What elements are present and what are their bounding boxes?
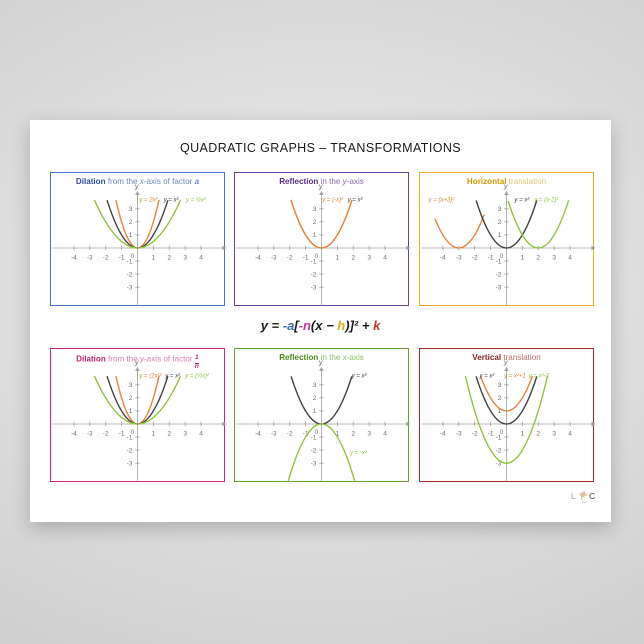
svg-text:1: 1 (313, 408, 317, 415)
svg-text:-3: -3 (456, 254, 462, 261)
svg-text:4: 4 (568, 254, 572, 261)
svg-text:y = x²-3: y = x²-3 (528, 374, 550, 380)
svg-text:2: 2 (129, 395, 133, 402)
svg-text:1: 1 (152, 254, 156, 261)
svg-text:-3: -3 (87, 430, 93, 437)
svg-text:3: 3 (367, 430, 371, 437)
svg-text:y = x²+1: y = x²+1 (503, 374, 526, 380)
svg-text:2: 2 (167, 254, 171, 261)
svg-text:3: 3 (552, 254, 556, 261)
svg-text:3: 3 (367, 254, 371, 261)
svg-text:y = 2x²: y = 2x² (138, 198, 158, 204)
svg-text:3: 3 (129, 382, 133, 389)
svg-text:0: 0 (500, 253, 504, 260)
svg-text:-2: -2 (496, 447, 502, 454)
svg-text:-1: -1 (119, 254, 125, 261)
svg-text:1: 1 (521, 430, 525, 437)
svg-text:3: 3 (313, 382, 317, 389)
svg-text:2: 2 (498, 395, 502, 402)
svg-text:1: 1 (152, 430, 156, 437)
svg-text:-3: -3 (127, 284, 133, 291)
svg-text:y = (x+3)²: y = (x+3)² (428, 198, 456, 204)
svg-text:-4: -4 (255, 254, 261, 261)
svg-text:y = x²: y = x² (163, 198, 180, 204)
svg-text:3: 3 (313, 206, 317, 213)
svg-text:y = x²: y = x² (478, 374, 495, 380)
svg-text:1: 1 (498, 232, 502, 239)
svg-text:-2: -2 (127, 447, 133, 454)
svg-text:y = x²: y = x² (164, 374, 181, 380)
svg-text:-2: -2 (311, 447, 317, 454)
svg-text:4: 4 (383, 430, 387, 437)
svg-text:y = (-x)²: y = (-x)² (321, 198, 344, 204)
svg-text:3: 3 (183, 254, 187, 261)
svg-text:2: 2 (129, 219, 133, 226)
svg-text:y = (x-2)²: y = (x-2)² (533, 198, 559, 204)
svg-text:2: 2 (313, 219, 317, 226)
svg-text:-3: -3 (311, 284, 317, 291)
svg-text:-1: -1 (488, 254, 494, 261)
svg-text:3: 3 (183, 430, 187, 437)
svg-text:-2: -2 (103, 430, 109, 437)
svg-text:0: 0 (131, 253, 135, 260)
svg-text:-2: -2 (127, 271, 133, 278)
svg-text:-3: -3 (127, 460, 133, 467)
svg-text:-2: -2 (287, 430, 293, 437)
svg-text:-3: -3 (496, 284, 502, 291)
svg-text:0: 0 (315, 253, 319, 260)
svg-text:2: 2 (167, 430, 171, 437)
svg-text:2: 2 (498, 219, 502, 226)
svg-text:1: 1 (336, 254, 340, 261)
svg-text:-3: -3 (271, 254, 277, 261)
svg-text:-4: -4 (440, 254, 446, 261)
svg-text:y = x²: y = x² (347, 198, 364, 204)
svg-text:C: C (589, 491, 595, 501)
svg-text:-4: -4 (71, 430, 77, 437)
svg-text:0: 0 (315, 429, 319, 436)
svg-text:y = (2x)²: y = (2x)² (138, 374, 162, 380)
svg-text:y = x²: y = x² (351, 374, 368, 380)
svg-text:3: 3 (552, 430, 556, 437)
svg-text:-1: -1 (119, 430, 125, 437)
svg-text:-2: -2 (472, 254, 478, 261)
svg-text:4: 4 (568, 430, 572, 437)
svg-text:4: 4 (199, 254, 203, 261)
svg-text:2: 2 (536, 254, 540, 261)
svg-text:-2: -2 (103, 254, 109, 261)
svg-text:2: 2 (351, 430, 355, 437)
svg-text:-2: -2 (311, 271, 317, 278)
svg-text:y = -x²: y = -x² (349, 451, 368, 457)
svg-text:-2: -2 (472, 430, 478, 437)
svg-text:2: 2 (313, 395, 317, 402)
svg-text:-2: -2 (496, 271, 502, 278)
svg-text:-3: -3 (87, 254, 93, 261)
svg-text:-3: -3 (271, 430, 277, 437)
svg-text:-4: -4 (255, 430, 261, 437)
svg-text:-1: -1 (303, 254, 309, 261)
svg-text:-3: -3 (311, 460, 317, 467)
svg-text:2: 2 (351, 254, 355, 261)
svg-text:y = ½x²: y = ½x² (185, 197, 207, 204)
svg-text:3: 3 (498, 382, 502, 389)
svg-text:L: L (571, 491, 576, 501)
svg-text:1: 1 (521, 254, 525, 261)
svg-text:4: 4 (199, 430, 203, 437)
svg-text:-4: -4 (440, 430, 446, 437)
svg-text:y = x²: y = x² (513, 198, 530, 204)
svg-text:-4: -4 (71, 254, 77, 261)
svg-text:0: 0 (131, 429, 135, 436)
svg-text:2: 2 (536, 430, 540, 437)
svg-text:-3: -3 (456, 430, 462, 437)
svg-text:-1: -1 (488, 430, 494, 437)
svg-text:1: 1 (129, 232, 133, 239)
svg-text:1: 1 (129, 408, 133, 415)
svg-text:3: 3 (498, 206, 502, 213)
svg-text:1: 1 (313, 232, 317, 239)
svg-text:4: 4 (383, 254, 387, 261)
svg-text:y = (½x)²: y = (½x)² (184, 373, 210, 380)
svg-text:0: 0 (500, 429, 504, 436)
svg-text:3: 3 (129, 206, 133, 213)
svg-text:-2: -2 (287, 254, 293, 261)
